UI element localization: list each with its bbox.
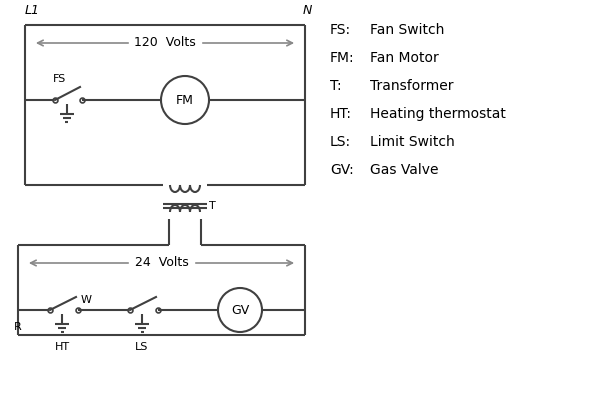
Text: Transformer: Transformer — [370, 79, 454, 93]
Text: W: W — [81, 295, 92, 305]
Text: GV: GV — [231, 304, 249, 316]
Text: LS: LS — [135, 342, 149, 352]
Text: FM:: FM: — [330, 51, 355, 65]
Text: FS:: FS: — [330, 23, 351, 37]
Text: FS: FS — [53, 74, 66, 84]
Text: N: N — [303, 4, 312, 17]
Text: Limit Switch: Limit Switch — [370, 135, 455, 149]
Text: FM: FM — [176, 94, 194, 106]
Text: HT: HT — [54, 342, 70, 352]
Text: Fan Switch: Fan Switch — [370, 23, 444, 37]
Text: HT:: HT: — [330, 107, 352, 121]
Text: 120  Volts: 120 Volts — [134, 36, 196, 50]
Text: T:: T: — [330, 79, 342, 93]
Text: LS:: LS: — [330, 135, 351, 149]
Text: Fan Motor: Fan Motor — [370, 51, 439, 65]
Text: R: R — [14, 322, 22, 332]
Text: T: T — [209, 201, 216, 211]
Text: Gas Valve: Gas Valve — [370, 163, 438, 177]
Text: 24  Volts: 24 Volts — [135, 256, 188, 270]
Text: L1: L1 — [25, 4, 40, 17]
Text: GV:: GV: — [330, 163, 354, 177]
Text: Heating thermostat: Heating thermostat — [370, 107, 506, 121]
